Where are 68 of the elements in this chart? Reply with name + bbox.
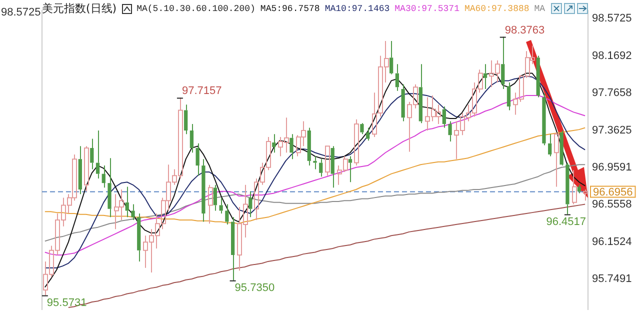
candlestick [184,104,188,135]
text: MA60:97.3888 [464,4,530,14]
candlestick [483,64,488,90]
y-tick-label: 98.5725 [592,12,632,25]
candlestick [401,84,405,122]
candlestick [307,127,311,166]
y-tick-label: 96.9591 [592,161,632,174]
annotation: 98.3763 [504,24,545,36]
candlestick [219,197,223,214]
text: 98.5725 [1,6,41,19]
candlestick [131,204,135,220]
candlestick [208,184,213,224]
candlestick [196,142,200,176]
candlestick [213,184,218,212]
candlestick [125,186,129,218]
candlestick [448,120,452,142]
candlestick [542,93,546,146]
candlestick [390,40,394,75]
candlestick [506,82,511,111]
chart-subtitle: MA(5.10.30.60.100.200) [136,4,256,14]
candlestick [560,130,564,166]
y-tick-label: 98.1692 [592,50,632,62]
candlestick [230,216,235,281]
text: MA30:97.5371 [394,4,460,14]
candlestick [248,190,252,218]
annotation: 95.7350 [234,282,275,294]
candlestick [572,170,577,205]
candlestick [137,212,141,262]
annotation: 96.4517 [546,216,586,228]
candlestick [418,64,422,124]
candlestick [536,55,540,98]
ref-line-label: 96.6956 [593,186,633,198]
candlestick [84,146,89,192]
y-tick-label: 97.7658 [592,87,632,100]
candlestick [566,162,570,215]
candlestick [102,165,106,188]
candlestick [90,138,94,170]
candlestick [442,106,446,128]
text: MA5:96.7578 [260,4,320,14]
candlestick [313,156,317,170]
candlestick [372,92,377,138]
candlestick [330,146,334,188]
candlestick [360,122,364,135]
candlestick [108,158,112,218]
text: MA [534,4,546,14]
candlestick [202,158,206,222]
y-tick-label: 95.7491 [592,273,632,286]
candlestick [583,189,588,202]
candlestick [548,134,552,157]
candlestick [96,130,100,179]
candlestick [554,132,559,188]
annotation: 95.5731 [46,296,87,309]
text: MA10:97.1463 [324,4,390,14]
candlestick [78,146,82,195]
candlestick [225,204,229,226]
candlestick [272,134,276,154]
candlestick [190,124,194,154]
candlestick [348,156,352,183]
candlestick [366,127,370,142]
candlestick [290,134,294,160]
y-tick-label: 97.3625 [592,124,632,136]
candlestick [501,36,505,90]
annotation: 97.7157 [182,85,222,98]
candlestick [319,158,323,178]
chart-title: 美元指数(日线) [42,1,117,16]
y-tick-label: 96.5558 [592,198,632,211]
candlestick [395,64,400,92]
y-tick-label: 96.1524 [592,236,632,248]
